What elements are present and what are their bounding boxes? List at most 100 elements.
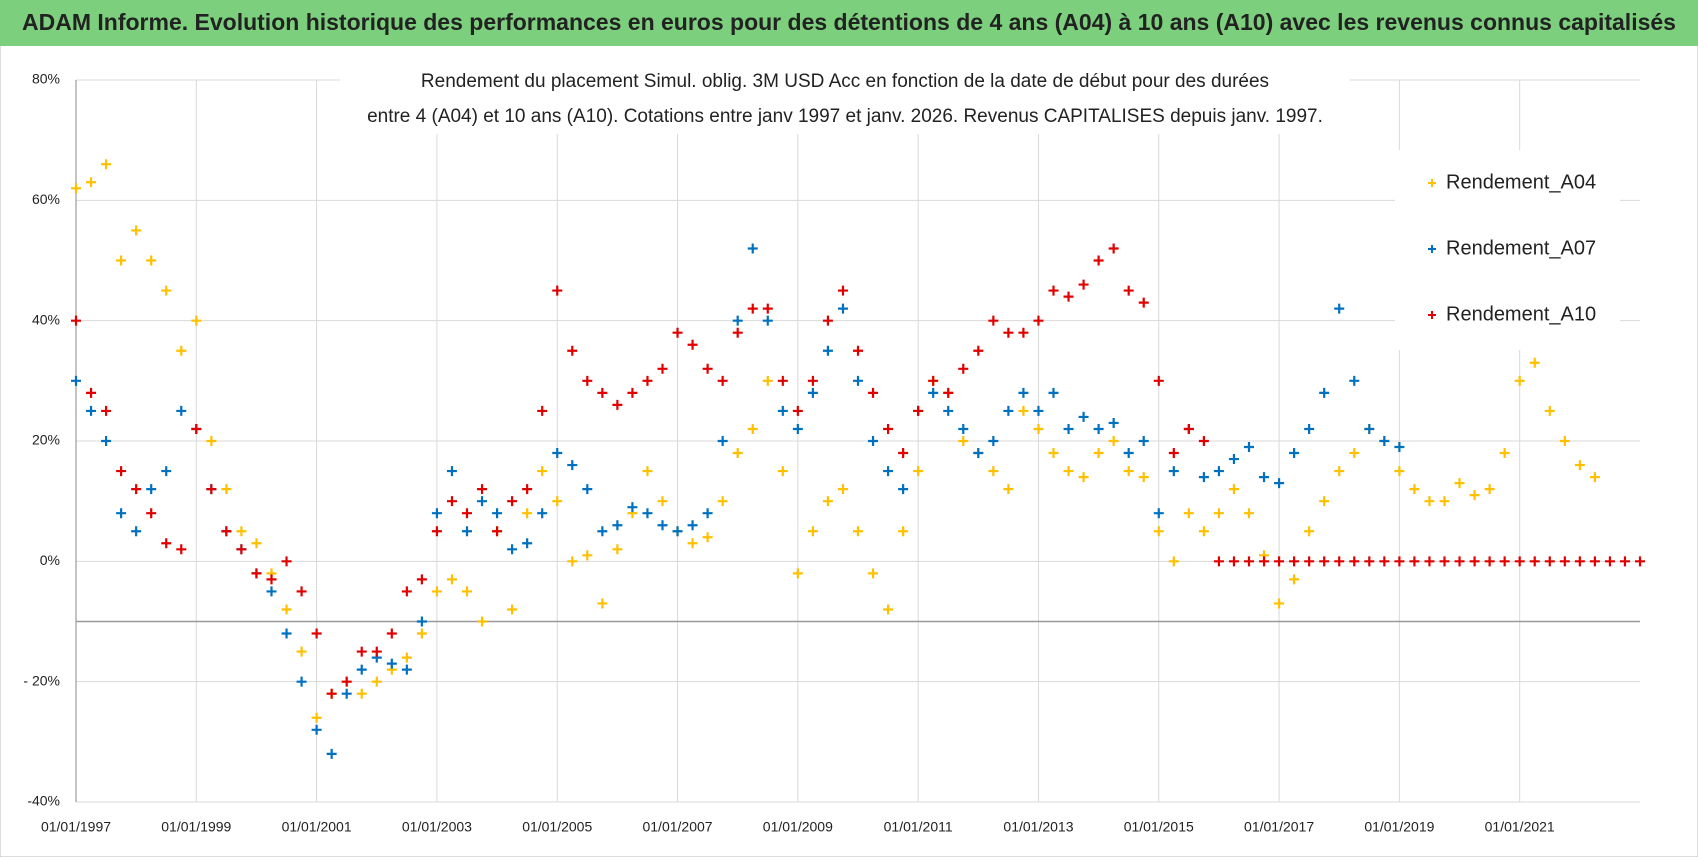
point: [477, 616, 488, 627]
point: [807, 387, 818, 398]
y-tick-label: - 20%: [23, 672, 60, 688]
point: [1559, 436, 1570, 446]
point: [1349, 556, 1360, 567]
point: [1379, 556, 1390, 567]
point: [1259, 472, 1270, 483]
point: [717, 436, 728, 446]
point: [1108, 436, 1119, 446]
point: [236, 544, 247, 555]
point: [1364, 556, 1375, 567]
point: [416, 616, 427, 627]
point: [913, 466, 924, 477]
point: [1093, 423, 1104, 434]
point: [1319, 496, 1330, 507]
point: [898, 448, 909, 459]
y-tick-label: 0%: [40, 552, 60, 568]
y-tick-label: -40%: [27, 793, 60, 809]
point: [762, 303, 773, 314]
point: [1108, 243, 1119, 254]
point: [221, 484, 232, 495]
point: [1424, 496, 1435, 507]
point: [1168, 448, 1179, 459]
point: [687, 538, 698, 549]
point: [1589, 472, 1600, 483]
point: [477, 496, 488, 507]
point: [176, 405, 187, 416]
point: [206, 484, 217, 495]
point: [176, 345, 187, 356]
point: [1048, 387, 1059, 398]
point: [1033, 405, 1044, 416]
point: [431, 508, 442, 519]
point: [221, 526, 232, 537]
point: [868, 568, 879, 579]
point: [1409, 484, 1420, 495]
x-tick-label: 01/01/2019: [1364, 819, 1434, 835]
point: [537, 466, 548, 477]
point: [1168, 556, 1179, 567]
point: [101, 159, 112, 170]
point: [988, 466, 999, 477]
point: [416, 574, 427, 585]
point: [1439, 556, 1450, 567]
point: [582, 375, 593, 386]
point: [1033, 315, 1044, 326]
x-tick-label: 01/01/2011: [884, 819, 953, 835]
point: [582, 484, 593, 495]
point: [1033, 423, 1044, 434]
point: [807, 526, 818, 537]
legend-label: Rendement_A04: [1446, 171, 1596, 193]
point: [853, 526, 863, 537]
point: [732, 448, 743, 459]
point: [883, 423, 894, 434]
point: [868, 436, 879, 446]
point: [1244, 508, 1254, 519]
point: [1048, 448, 1059, 459]
point: [762, 315, 773, 326]
point: [86, 387, 97, 398]
point: [1499, 556, 1510, 567]
point: [702, 508, 713, 519]
point: [1078, 279, 1089, 290]
point: [1529, 556, 1540, 567]
point: [537, 508, 548, 519]
point: [1018, 387, 1029, 398]
point: [1304, 526, 1315, 537]
y-tick-label: 20%: [32, 432, 60, 448]
point: [837, 303, 848, 314]
point: [131, 225, 142, 236]
point: [146, 508, 157, 519]
point: [1454, 478, 1465, 489]
point: [853, 345, 863, 356]
page-title: ADAM Informe. Evolution historique des p…: [22, 9, 1676, 35]
x-tick-label: 01/01/2003: [402, 819, 472, 835]
point: [1589, 556, 1600, 567]
point: [206, 436, 217, 446]
y-tick-label: 60%: [32, 191, 60, 207]
point: [386, 628, 397, 639]
point: [161, 285, 172, 296]
point: [1484, 484, 1495, 495]
point: [1319, 556, 1330, 567]
point: [1078, 411, 1089, 422]
point: [1349, 448, 1360, 459]
point: [567, 556, 578, 567]
point: [1198, 526, 1209, 537]
point: [281, 604, 292, 615]
point: [1244, 442, 1254, 453]
point: [552, 448, 563, 459]
point: [1228, 454, 1239, 465]
y-tick-label: 40%: [32, 311, 60, 327]
point: [928, 387, 939, 398]
point: [1379, 436, 1390, 446]
point: [1274, 478, 1285, 489]
x-tick-label: 01/01/1999: [161, 819, 231, 835]
point: [446, 466, 457, 477]
point: [386, 658, 397, 669]
subtitle-bg: [340, 64, 1350, 134]
point: [191, 315, 202, 326]
point: [341, 688, 352, 699]
subtitle: entre 4 (A04) et 10 ans (A10). Cotations…: [367, 106, 1323, 127]
